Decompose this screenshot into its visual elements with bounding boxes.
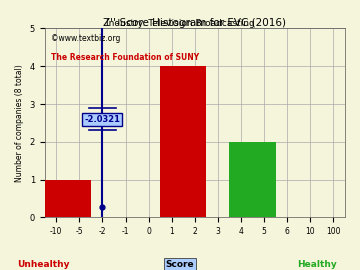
Text: ©www.textbiz.org: ©www.textbiz.org (51, 34, 120, 43)
Text: Unhealthy: Unhealthy (17, 260, 69, 269)
Title: Z''-Score Histogram for EVC (2016): Z''-Score Histogram for EVC (2016) (103, 18, 286, 28)
Y-axis label: Number of companies (8 total): Number of companies (8 total) (15, 64, 24, 182)
Bar (45, 180, 68, 217)
Text: Healthy: Healthy (297, 260, 337, 269)
Text: -2.0321: -2.0321 (84, 115, 120, 124)
Bar (160, 66, 206, 217)
Text: The Research Foundation of SUNY: The Research Foundation of SUNY (51, 53, 199, 62)
Text: Score: Score (166, 260, 194, 269)
Bar (229, 142, 276, 217)
Text: Industry: Television Broadcasting: Industry: Television Broadcasting (105, 19, 255, 28)
Bar (68, 180, 91, 217)
